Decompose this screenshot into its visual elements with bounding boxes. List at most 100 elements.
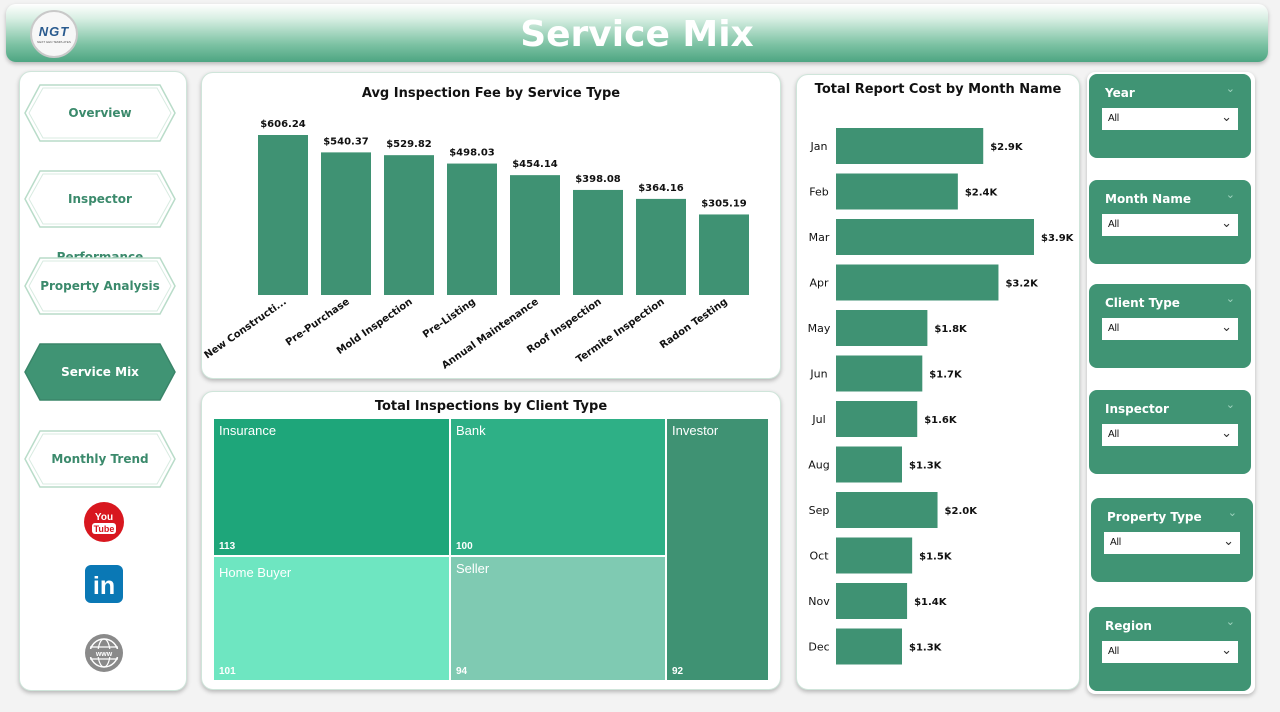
month-data-label: $1.7K: [929, 370, 963, 381]
treemap-cell-bank[interactable]: Bank 100: [450, 418, 666, 556]
year-dropdown[interactable]: All ⌄: [1102, 108, 1238, 130]
year-slicer-title: Year: [1105, 86, 1135, 100]
hexagon-shape: [24, 343, 176, 401]
company-logo: NGT NEXT GEN TEMPLATES: [30, 10, 78, 58]
month-data-label: $1.3K: [909, 643, 943, 654]
month-bar[interactable]: [836, 173, 958, 210]
navigation-panel: Overview Inspector Performance Property …: [19, 71, 187, 691]
client-type-treemap-card: Total Inspections by Client Type Insuran…: [201, 391, 781, 690]
month-data-label: $1.8K: [934, 324, 968, 335]
month-name-slicer-title: Month Name: [1105, 192, 1191, 206]
nav-overview-button[interactable]: Overview: [24, 84, 176, 142]
chevron-down-icon[interactable]: ⌄: [1225, 399, 1235, 411]
fee-category-label: Radon Testing: [658, 296, 730, 351]
client-type-dropdown[interactable]: All ⌄: [1102, 318, 1238, 340]
nav-inspector-performance-button[interactable]: Inspector Performance: [24, 170, 176, 264]
hexagon-shape: [24, 170, 176, 228]
fee-data-label: $606.24: [260, 119, 306, 130]
treemap-value-home-buyer: 101: [219, 666, 236, 677]
month-category-label: Sep: [809, 504, 830, 517]
month-bar[interactable]: [836, 401, 918, 437]
fee-data-label: $398.08: [575, 174, 621, 185]
month-bar[interactable]: [836, 219, 1034, 255]
treemap-label-home-buyer: Home Buyer: [219, 565, 292, 580]
nav-service-mix-button[interactable]: Service Mix: [24, 343, 176, 401]
treemap-label-seller: Seller: [456, 561, 490, 576]
treemap-value-investor: 92: [672, 666, 684, 677]
chevron-down-icon[interactable]: ⌄: [1225, 189, 1235, 201]
inspector-dropdown-value: All: [1108, 429, 1120, 440]
youtube-text-2: Tube: [94, 524, 115, 534]
month-bar[interactable]: [836, 355, 923, 392]
client-type-slicer-title: Client Type: [1105, 296, 1180, 310]
logo-subtext: NEXT GEN TEMPLATES: [37, 40, 71, 44]
page-title: Service Mix: [520, 14, 754, 55]
month-data-label: $1.4K: [914, 597, 948, 608]
fee-data-label: $305.19: [701, 198, 747, 209]
month-category-label: Apr: [809, 277, 829, 290]
month-name-dropdown[interactable]: All ⌄: [1102, 214, 1238, 236]
month-category-label: Nov: [808, 595, 830, 608]
fee-data-label: $529.82: [386, 139, 432, 150]
inspector-slicer: Inspector ⌄ All ⌄: [1089, 390, 1251, 474]
chevron-down-icon[interactable]: ⌄: [1225, 616, 1235, 628]
month-category-label: Feb: [809, 186, 828, 199]
month-bar[interactable]: [836, 628, 902, 665]
fee-bar[interactable]: [447, 163, 497, 295]
treemap-cell-insurance[interactable]: Insurance 113: [213, 418, 450, 556]
region-dropdown-value: All: [1108, 646, 1120, 657]
treemap-cell-investor[interactable]: Investor 92: [666, 418, 769, 681]
fee-bar[interactable]: [258, 135, 308, 295]
region-dropdown[interactable]: All ⌄: [1102, 641, 1238, 663]
month-category-label: Aug: [808, 459, 829, 472]
client-type-dropdown-value: All: [1108, 323, 1120, 334]
filter-panel: Year ⌄ All ⌄ Month Name ⌄ All ⌄ Client T…: [1087, 72, 1255, 694]
hexagon-shape: [24, 257, 176, 315]
fee-bar[interactable]: [636, 198, 686, 295]
treemap-label-bank: Bank: [456, 423, 486, 438]
month-data-label: $2.9K: [990, 142, 1024, 153]
client-type-slicer: Client Type ⌄ All ⌄: [1089, 284, 1251, 368]
month-bar[interactable]: [836, 537, 913, 574]
globe-text: www: [95, 651, 113, 658]
youtube-icon[interactable]: You Tube: [84, 502, 124, 542]
month-bar[interactable]: [836, 492, 938, 528]
fee-bar[interactable]: [510, 175, 560, 295]
month-bar[interactable]: [836, 128, 984, 164]
linkedin-text: in: [93, 572, 115, 600]
website-globe-icon[interactable]: www: [84, 633, 124, 673]
month-category-label: Jul: [811, 413, 825, 426]
inspector-slicer-title: Inspector: [1105, 402, 1169, 416]
fee-bar[interactable]: [699, 214, 749, 295]
fee-data-label: $454.14: [512, 159, 558, 170]
treemap-cell-seller[interactable]: Seller 94: [450, 556, 666, 681]
chevron-down-icon[interactable]: ⌄: [1225, 293, 1235, 305]
fee-category-label: Pre-Purchase: [284, 296, 352, 348]
treemap-value-bank: 100: [456, 541, 473, 552]
fee-bar[interactable]: [384, 155, 434, 295]
linkedin-icon[interactable]: in: [84, 564, 124, 604]
month-category-label: Dec: [808, 641, 829, 654]
fee-bar[interactable]: [573, 189, 623, 295]
treemap-label-investor: Investor: [672, 423, 719, 438]
nav-inspector-performance-label: Inspector Performance: [56, 192, 144, 264]
nav-monthly-trend-button[interactable]: Monthly Trend: [24, 430, 176, 488]
month-data-label: $3.9K: [1041, 233, 1075, 244]
month-bar[interactable]: [836, 264, 999, 301]
inspector-dropdown[interactable]: All ⌄: [1102, 424, 1238, 446]
month-bar[interactable]: [836, 310, 928, 346]
treemap-value-seller: 94: [456, 666, 468, 677]
nav-property-analysis-button[interactable]: Property Analysis: [24, 257, 176, 315]
chevron-down-icon: ⌄: [1221, 319, 1232, 334]
month-bar[interactable]: [836, 446, 902, 483]
monthly-cost-chart-card: Total Report Cost by Month Name Jan $2.9K…: [796, 74, 1080, 690]
month-bar[interactable]: [836, 583, 908, 619]
chevron-down-icon[interactable]: ⌄: [1225, 83, 1235, 95]
chevron-down-icon[interactable]: ⌄: [1227, 507, 1237, 519]
treemap-cell-home-buyer[interactable]: Home Buyer 101: [213, 556, 450, 681]
treemap-title: Total Inspections by Client Type: [374, 399, 608, 414]
fee-bar[interactable]: [321, 152, 371, 295]
logo-text: NGT: [38, 24, 70, 39]
hexagon-shape: [24, 84, 176, 142]
property-type-dropdown[interactable]: All ⌄: [1104, 532, 1240, 554]
